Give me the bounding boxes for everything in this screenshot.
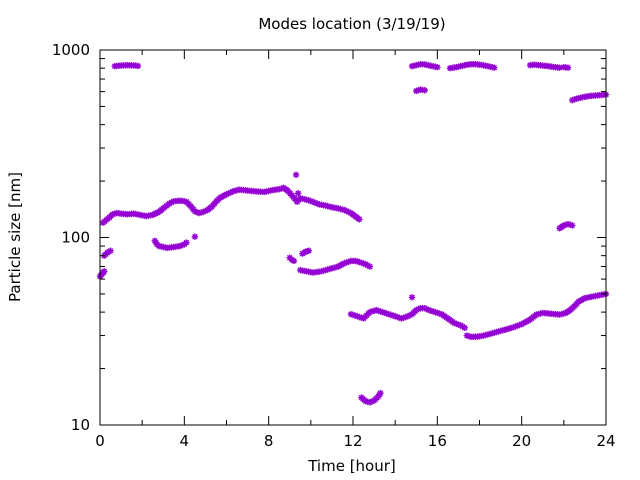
data-point xyxy=(166,200,173,207)
data-point xyxy=(290,257,298,265)
data-point xyxy=(191,208,199,215)
data-point xyxy=(358,314,365,321)
data-point xyxy=(406,312,414,319)
data-point xyxy=(101,268,108,275)
data-point xyxy=(512,323,519,330)
data-point xyxy=(387,311,395,319)
chart-title: Modes location (3/19/19) xyxy=(258,15,445,33)
data-point xyxy=(394,313,401,321)
data-point xyxy=(313,200,321,207)
data-point xyxy=(413,306,420,314)
plot-frame xyxy=(99,49,607,426)
data-point xyxy=(368,398,376,405)
data-point xyxy=(351,312,359,319)
data-point xyxy=(183,239,190,246)
data-point xyxy=(294,190,302,197)
data-point xyxy=(168,199,175,206)
data-point xyxy=(571,96,578,103)
x-tick-label: 8 xyxy=(264,432,274,450)
data-point xyxy=(358,259,365,266)
data-point xyxy=(421,87,428,94)
data-point xyxy=(453,320,460,327)
x-tick-label: 0 xyxy=(95,432,105,450)
data-point xyxy=(408,294,416,301)
x-tick-label: 20 xyxy=(512,432,531,450)
y-axis-label: Particle size [nm] xyxy=(6,172,24,302)
data-point xyxy=(307,197,315,205)
data-point xyxy=(461,324,468,331)
data-point xyxy=(423,305,430,313)
data-point xyxy=(349,311,357,319)
data-point xyxy=(569,222,576,229)
data-point xyxy=(455,321,462,328)
x-tick-label: 16 xyxy=(428,432,447,450)
data-point xyxy=(366,399,374,406)
data-point xyxy=(564,64,572,71)
x-tick-label: 4 xyxy=(180,432,190,450)
data-point xyxy=(345,208,352,216)
data-point xyxy=(347,310,355,318)
data-point xyxy=(434,63,441,71)
data-point xyxy=(398,315,405,322)
data-point xyxy=(400,314,407,321)
data-point xyxy=(356,313,363,321)
data-point xyxy=(356,258,363,266)
data-point xyxy=(451,319,458,327)
data-point xyxy=(288,256,296,264)
data-point xyxy=(396,314,403,321)
data-point xyxy=(223,191,230,198)
y-tick-label: 100 xyxy=(61,229,90,247)
data-point xyxy=(305,197,312,204)
x-tick-label: 12 xyxy=(343,432,362,450)
data-point xyxy=(134,62,142,70)
data-point xyxy=(345,258,352,265)
x-axis-label: Time [hour] xyxy=(307,457,396,475)
data-point xyxy=(391,313,399,320)
data-point xyxy=(341,259,348,267)
data-point xyxy=(377,389,384,397)
data-points xyxy=(96,60,610,406)
data-point xyxy=(569,96,576,104)
data-point xyxy=(309,198,317,206)
data-point xyxy=(227,189,234,196)
data-point xyxy=(193,208,201,216)
data-point xyxy=(385,310,393,318)
data-point xyxy=(292,171,300,178)
data-point xyxy=(305,247,312,254)
data-point xyxy=(389,312,397,319)
data-point xyxy=(415,305,422,313)
data-point xyxy=(343,259,350,266)
axis-ticks: 0 4 8 12 16 20 24 10 100 1000 xyxy=(52,41,616,450)
data-point xyxy=(510,324,517,331)
data-point xyxy=(514,322,521,329)
data-point xyxy=(556,64,563,71)
data-point xyxy=(176,242,184,250)
data-point xyxy=(343,207,350,215)
data-point xyxy=(191,233,199,240)
data-point xyxy=(200,208,207,216)
y-tick-label: 1000 xyxy=(52,41,90,59)
data-point xyxy=(404,313,412,320)
data-point xyxy=(202,207,209,215)
data-point xyxy=(341,206,348,214)
data-point xyxy=(421,304,428,312)
data-point xyxy=(107,247,114,254)
data-point xyxy=(516,321,523,329)
data-point xyxy=(311,199,319,206)
data-point xyxy=(491,64,498,71)
data-point xyxy=(356,216,363,223)
x-tick-label: 24 xyxy=(596,432,615,450)
data-point xyxy=(366,263,374,270)
y-tick-label: 10 xyxy=(71,416,90,434)
data-point xyxy=(354,313,361,320)
data-point xyxy=(225,190,232,197)
data-point xyxy=(179,241,186,249)
data-point xyxy=(360,260,367,267)
data-point xyxy=(402,313,409,321)
